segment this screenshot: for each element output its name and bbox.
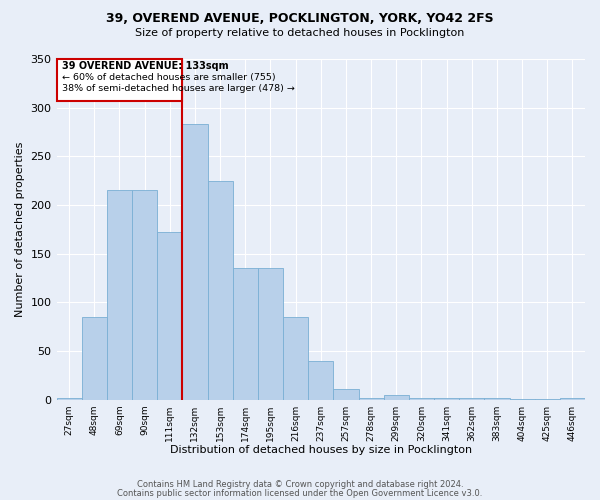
Bar	[459, 398, 484, 400]
Bar	[334, 389, 359, 400]
Bar	[434, 398, 459, 400]
Y-axis label: Number of detached properties: Number of detached properties	[15, 142, 25, 317]
Text: 39, OVEREND AVENUE, POCKLINGTON, YORK, YO42 2FS: 39, OVEREND AVENUE, POCKLINGTON, YORK, Y…	[106, 12, 494, 26]
Text: Size of property relative to detached houses in Pocklington: Size of property relative to detached ho…	[136, 28, 464, 38]
Bar	[283, 317, 308, 400]
Bar	[409, 398, 434, 400]
Bar	[157, 232, 182, 400]
Bar	[132, 190, 157, 400]
Bar	[258, 268, 283, 400]
Bar	[82, 317, 107, 400]
X-axis label: Distribution of detached houses by size in Pocklington: Distribution of detached houses by size …	[170, 445, 472, 455]
Text: ← 60% of detached houses are smaller (755): ← 60% of detached houses are smaller (75…	[62, 72, 275, 82]
Bar	[107, 190, 132, 400]
Bar	[560, 398, 585, 400]
Bar	[383, 394, 409, 400]
Text: Contains public sector information licensed under the Open Government Licence v3: Contains public sector information licen…	[118, 488, 482, 498]
Bar	[233, 268, 258, 400]
Text: 38% of semi-detached houses are larger (478) →: 38% of semi-detached houses are larger (…	[62, 84, 295, 94]
FancyBboxPatch shape	[56, 59, 182, 101]
Bar	[208, 180, 233, 400]
Text: 39 OVEREND AVENUE: 133sqm: 39 OVEREND AVENUE: 133sqm	[62, 61, 228, 71]
Bar	[56, 398, 82, 400]
Bar	[484, 398, 509, 400]
Bar	[509, 398, 535, 400]
Bar	[182, 124, 208, 400]
Bar	[359, 398, 383, 400]
Bar	[308, 360, 334, 400]
Bar	[535, 398, 560, 400]
Text: Contains HM Land Registry data © Crown copyright and database right 2024.: Contains HM Land Registry data © Crown c…	[137, 480, 463, 489]
